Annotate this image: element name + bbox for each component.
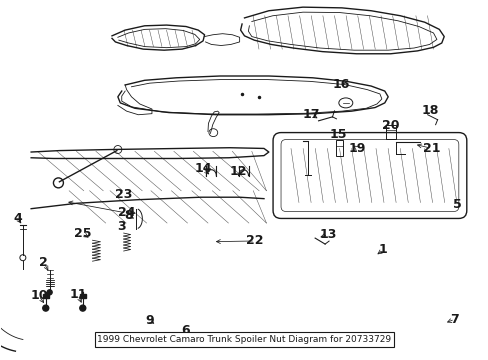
Text: 11: 11 [69, 288, 86, 301]
Text: 25: 25 [74, 227, 91, 240]
Bar [80, 294, 85, 298]
Text: 24: 24 [118, 207, 135, 220]
Text: 4: 4 [14, 212, 22, 225]
Bar [42, 294, 49, 298]
Text: 22: 22 [246, 234, 264, 247]
Text: 18: 18 [421, 104, 438, 117]
Text: 19: 19 [348, 142, 366, 155]
Text: 8: 8 [124, 209, 133, 222]
Text: 7: 7 [449, 312, 458, 326]
Text: 12: 12 [229, 165, 247, 177]
Text: 15: 15 [328, 127, 346, 141]
Text: 1: 1 [378, 243, 387, 256]
Text: 9: 9 [145, 314, 154, 327]
Text: 21: 21 [423, 142, 440, 155]
Text: 5: 5 [451, 198, 460, 211]
Text: 23: 23 [115, 188, 132, 201]
Circle shape [47, 290, 52, 295]
Bar [335, 140, 343, 156]
Text: 14: 14 [194, 162, 211, 175]
Bar [385, 126, 395, 139]
Text: 13: 13 [319, 228, 336, 241]
Text: 10: 10 [30, 289, 48, 302]
Text: 16: 16 [331, 78, 349, 91]
Text: 17: 17 [303, 108, 320, 121]
Text: 20: 20 [381, 119, 399, 132]
Text: 1999 Chevrolet Camaro Trunk Spoiler Nut Diagram for 20733729: 1999 Chevrolet Camaro Trunk Spoiler Nut … [97, 335, 391, 344]
Circle shape [80, 305, 85, 311]
Circle shape [42, 305, 49, 311]
Text: 6: 6 [181, 324, 189, 337]
Text: 2: 2 [40, 256, 48, 269]
Text: 3: 3 [117, 220, 126, 233]
